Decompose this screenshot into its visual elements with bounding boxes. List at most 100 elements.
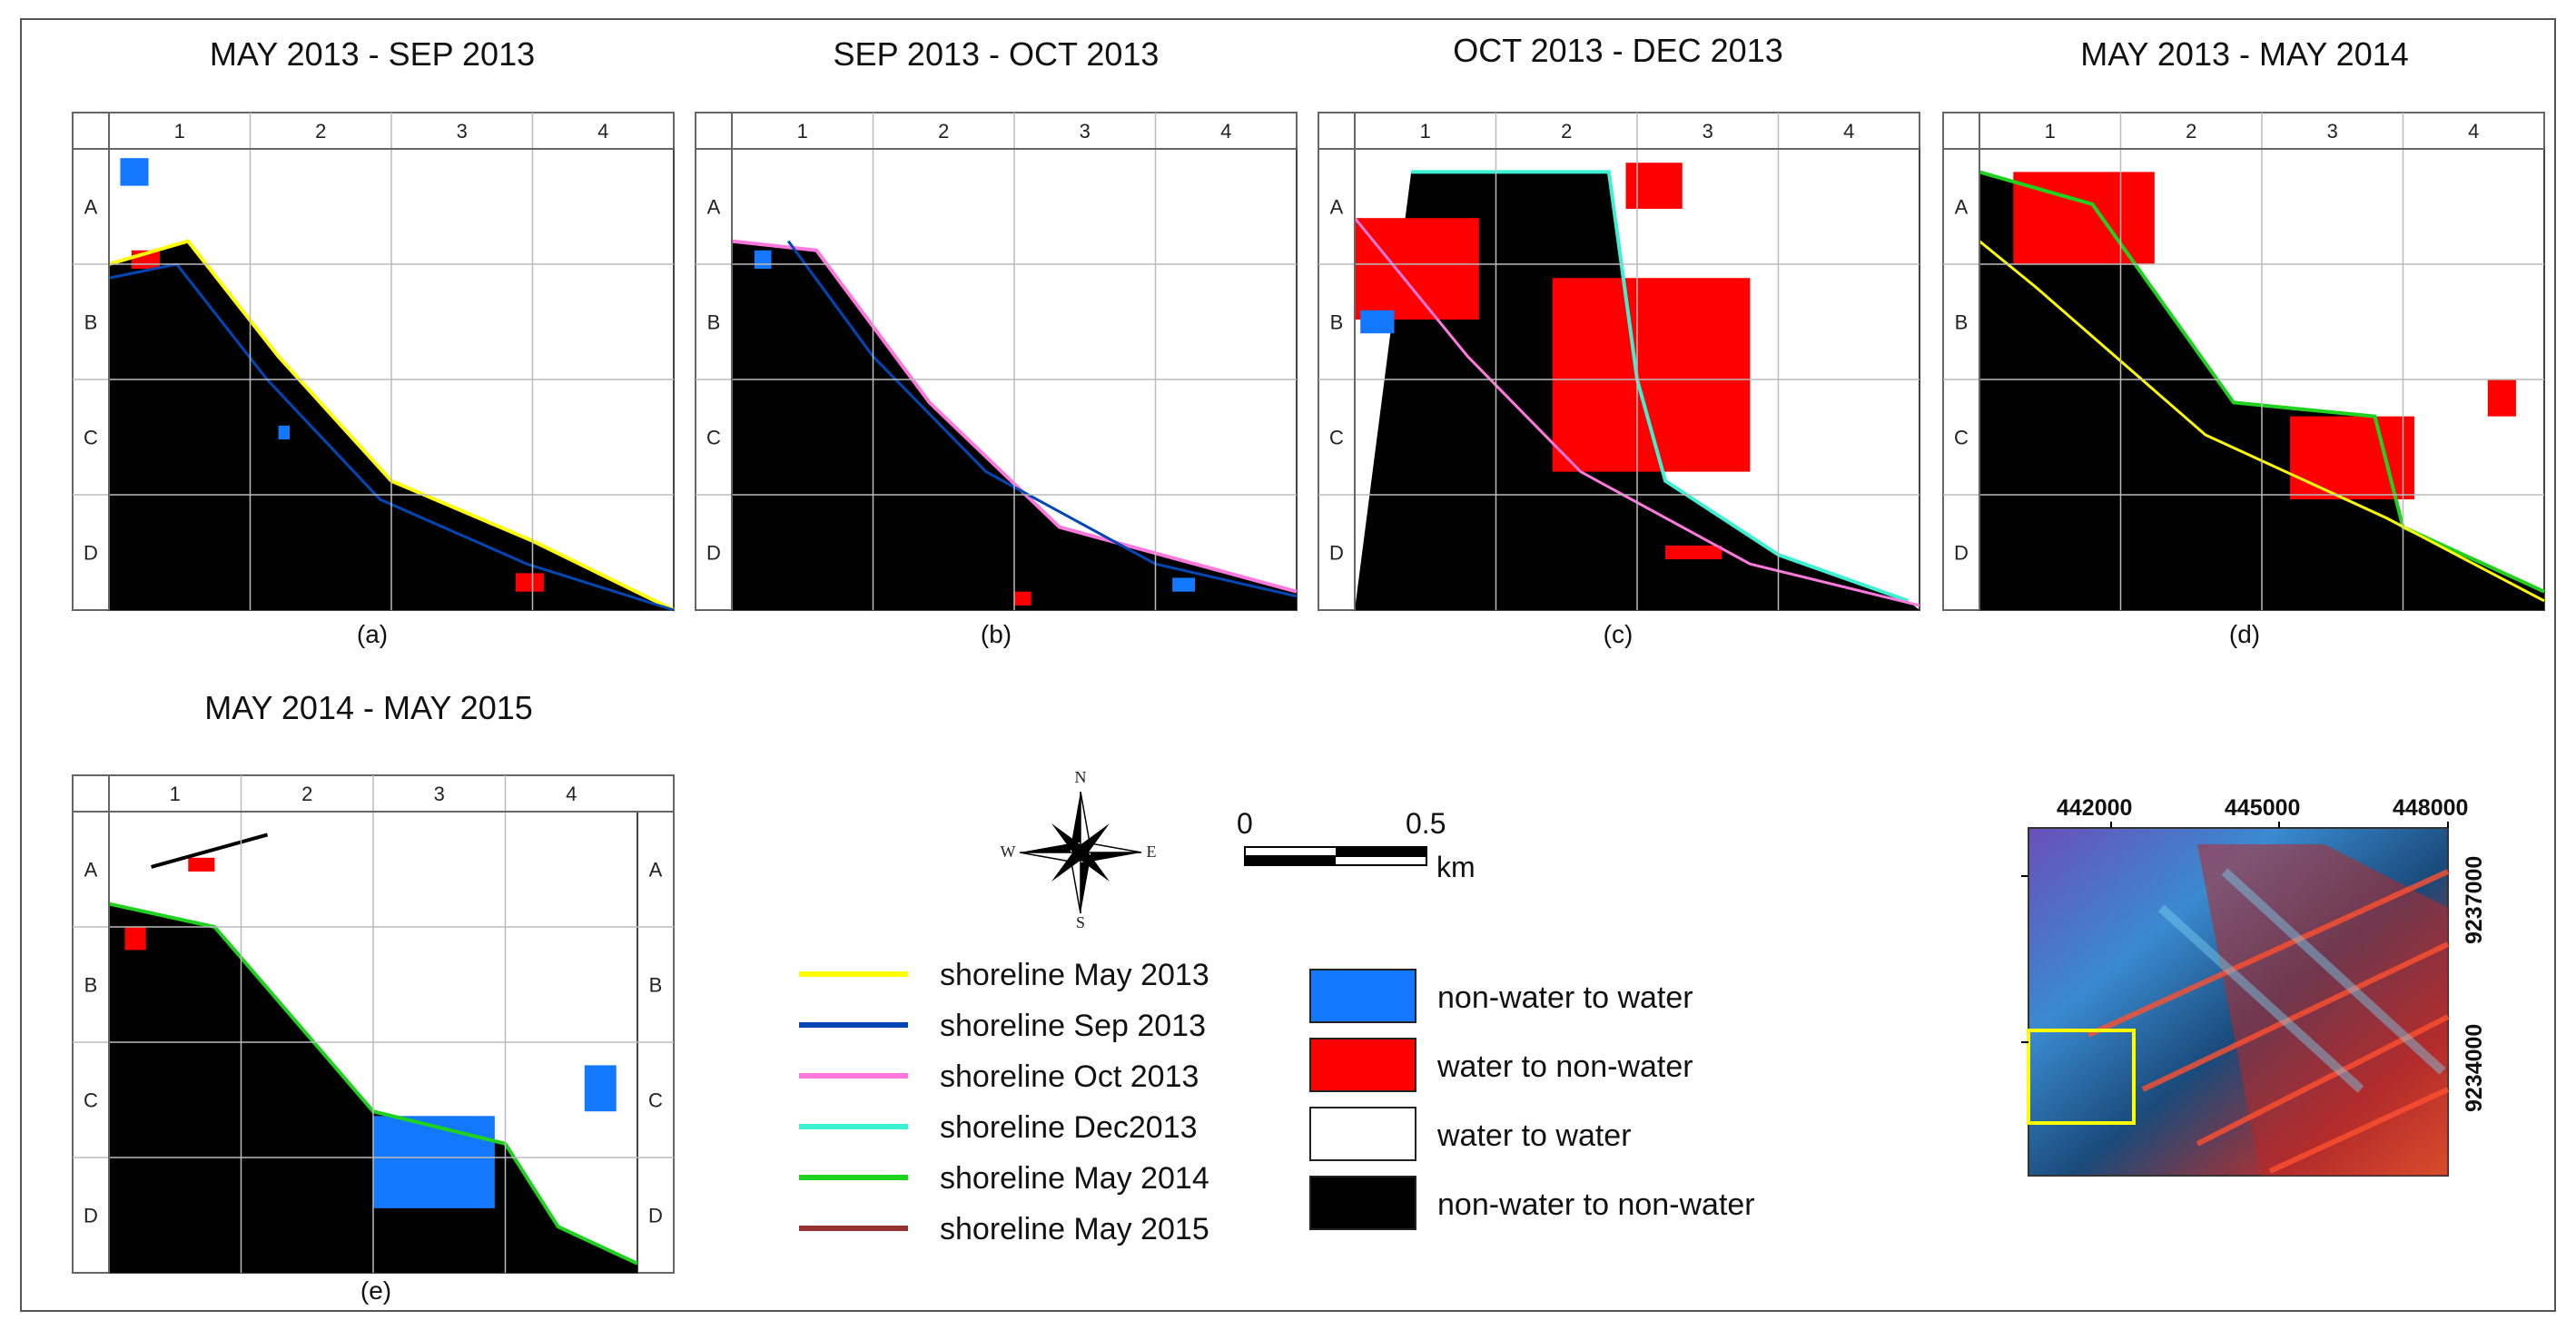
panel-d-caption: (d) [2229,620,2260,648]
inset-y-label-1: 9237000 [2462,856,2487,944]
shoreline-trace [108,901,638,1266]
change-legend-label: non-water to water [1437,980,1693,1015]
change-patch [1355,218,1479,320]
grid-column-label: 4 [597,120,608,143]
grid-row-label: B [649,974,663,997]
grid-column-label: 1 [797,120,808,143]
grid-column-label: 2 [938,120,949,143]
grid-row-label: C [1329,427,1344,449]
inset-y-label-2: 9234000 [2462,1024,2487,1112]
grid-row-label: C [84,1089,98,1112]
scale-end: 0.5 [1406,807,1446,840]
panel-b-caption: (b) [981,620,1012,648]
compass-south: S [1076,913,1085,931]
grid-row-label: D [84,542,98,565]
change-patch [2487,379,2516,417]
shoreline-legend: shoreline May 2013 shoreline Sep 2013 shor… [799,958,1209,1246]
grid-row-label: C [648,1089,663,1112]
inset-map: 442000 445000 448000 9237000 9234000 [2021,795,2487,1177]
grid-column-label: 4 [566,783,577,805]
change-legend-swatch [1309,969,1416,1023]
grid-row-label: A [1955,196,1969,219]
grid-row-label: D [84,1205,98,1227]
change-patch [2290,416,2414,500]
change-legend-swatch [1309,1107,1416,1161]
grid-row-label: B [84,311,98,334]
compass-east: E [1147,842,1157,861]
inset-x-label-1: 442000 [2057,795,2132,821]
shoreline-trace [1411,170,1910,603]
grid-column-label: 1 [2045,120,2056,143]
change-legend-swatch [1309,1176,1416,1230]
shoreline-legend-label: shoreline Oct 2013 [940,1059,1199,1094]
grid-column-label: 2 [301,783,312,805]
panel-e-title: MAY 2014 - MAY 2015 [204,689,533,726]
map-panel-e: 1 2 3 4 A A B B C C D D [72,774,675,1274]
inset-x-label-2: 445000 [2225,795,2300,821]
compass-north: N [1075,768,1087,786]
grid-row-label: B [84,974,98,997]
grid-row-label: A [84,859,98,882]
change-legend-label: water to non-water [1436,1049,1693,1084]
grid-column-label: 2 [1561,120,1572,143]
change-patch [2013,172,2155,264]
grid-row-label: A [84,196,98,219]
change-patch [754,250,772,270]
shoreline-legend-label: shoreline May 2015 [940,1212,1209,1246]
change-legend: non-water to water water to non-water wate… [1309,969,1755,1230]
panel-a-caption: (a) [357,620,388,648]
grid-row-label: A [649,859,663,882]
grid-row-label: B [1330,311,1344,334]
map-panel-a: 1 2 3 4 A B C D [72,112,675,612]
grid-column-label: 3 [434,783,445,805]
shoreline-legend-label: shoreline Dec2013 [940,1110,1198,1145]
shoreline-trace [108,239,675,612]
change-patch [188,857,215,872]
inset-study-area [2027,1029,2136,1125]
grid-row-label: C [1954,427,1969,449]
panel-a-title: MAY 2013 - SEP 2013 [210,35,535,73]
grid-column-label: 3 [457,120,468,143]
shoreline-trace [1979,240,2545,603]
grid-column-label: 3 [2327,120,2338,143]
grid-row-label: B [1955,311,1969,334]
grid-column-label: 1 [174,120,185,143]
panel-c-caption: (c) [1604,620,1633,648]
change-patch [1625,163,1683,210]
grid-row-label: C [84,427,98,449]
panel-e-caption: (e) [360,1276,391,1305]
grid-row-label: D [706,542,721,565]
north-arrow-icon: N S W E [1001,768,1157,931]
grid-row-label: A [1330,196,1344,219]
map-panel-b: 1 2 3 4 A B C D [695,112,1298,611]
shoreline-trace [786,240,1298,598]
change-patch [373,1116,495,1208]
scale-bar: 0 0.5 km [1237,807,1476,883]
change-legend-label: water to water [1436,1118,1632,1153]
grid-column-label: 4 [1220,120,1231,143]
grid-column-label: 4 [1843,120,1854,143]
figure-frame [20,18,2556,1312]
grid-column-label: 1 [1420,120,1431,143]
grid-row-label: A [707,196,721,219]
panel-c-title: OCT 2013 - DEC 2013 [1453,32,1783,69]
change-patch [124,927,146,951]
grid-column-label: 3 [1080,120,1091,143]
grid-column-label: 1 [170,783,181,805]
shoreline-trace [108,262,675,612]
shoreline-trace [1353,217,1920,607]
grid-column-label: 2 [315,120,326,143]
change-patch [1014,591,1031,606]
grid-column-label: 2 [2186,120,2196,143]
shoreline-legend-label: shoreline Sep 2013 [940,1009,1206,1043]
change-patch [1665,545,1722,560]
compass-west: W [1001,842,1016,861]
grid-column-label: 3 [1703,120,1713,143]
scale-start: 0 [1237,807,1253,840]
change-patch [1360,310,1395,334]
panel-d-title: MAY 2013 - MAY 2014 [2080,35,2409,73]
grid-column-label: 4 [2468,120,2479,143]
change-legend-label: non-water to non-water [1437,1187,1755,1222]
grid-row-label: B [707,311,721,334]
